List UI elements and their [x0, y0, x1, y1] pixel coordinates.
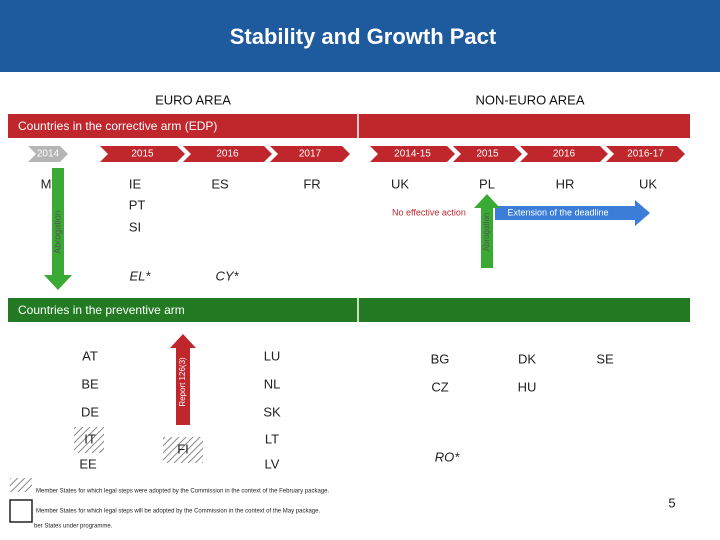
country-code: HR	[556, 176, 575, 191]
fi-hatch	[163, 437, 203, 463]
country-code: LT	[265, 431, 279, 446]
year-arrows: 2014 2015 2016 2017 2014-15 2015 2016 2016-17	[28, 146, 685, 162]
country-code: UK	[639, 176, 657, 191]
extension-arrow	[495, 200, 650, 226]
country-code: HU	[518, 379, 537, 394]
country-code: RO*	[435, 449, 461, 464]
no-effective-action: No effective action	[392, 207, 466, 217]
country-code: SE	[596, 351, 614, 366]
year-chevron	[520, 146, 608, 162]
country-code: EL*	[130, 268, 152, 283]
header-band	[0, 0, 720, 72]
legend-text: Member States for which legal steps will…	[36, 509, 320, 515]
year-label: 2016-17	[627, 149, 664, 160]
title: Stability and Growth Pact	[230, 24, 497, 49]
euro-area: EURO AREA	[155, 92, 231, 107]
legend-box	[9, 499, 33, 523]
country-code: FI	[177, 441, 189, 456]
year-label: 2014	[37, 149, 60, 160]
legend-hatch	[10, 478, 32, 492]
abrogation-arrow	[44, 168, 72, 290]
country-code: IE	[129, 176, 142, 191]
preventive-title: Countries in the preventive arm	[18, 303, 185, 317]
country-code: NL	[264, 376, 281, 391]
country-code: SI	[129, 219, 141, 234]
country-code: SK	[263, 404, 281, 419]
year-chevron	[370, 146, 455, 162]
country-code: LV	[265, 456, 280, 471]
country-code: LU	[264, 348, 281, 363]
report-label: Report 126(3)	[178, 357, 187, 407]
country-code: IT	[84, 431, 96, 446]
abrogation-label-2: Abrogation	[482, 213, 491, 252]
country-code: DE	[81, 404, 99, 419]
corrective-title: Countries in the corrective arm (EDP)	[18, 119, 217, 133]
country-code: AT	[82, 348, 98, 363]
country-code: FR	[303, 176, 320, 191]
year-label: 2016	[216, 149, 239, 160]
country-code: BE	[81, 376, 99, 391]
year-chevron	[270, 146, 350, 162]
corrective-bar	[8, 114, 690, 138]
country-code: UK	[391, 176, 409, 191]
year-label: 2015	[131, 149, 154, 160]
year-label: 2017	[299, 149, 322, 160]
year-chevron	[100, 146, 185, 162]
year-chevron	[28, 146, 68, 162]
extension-label: Extension of the deadline	[507, 207, 608, 217]
country-code: EE	[79, 456, 97, 471]
year-chevron	[453, 146, 522, 162]
country-code: CY*	[215, 268, 239, 283]
year-label: 2015	[476, 149, 499, 160]
country-code: BG	[431, 351, 450, 366]
country-code: PL	[479, 176, 495, 191]
it-hatch	[74, 427, 104, 453]
country-code: DK	[518, 351, 536, 366]
year-chevron	[183, 146, 272, 162]
preventive-bar	[8, 298, 690, 322]
report-arrow	[170, 334, 196, 425]
non-euro-area: NON-EURO AREA	[475, 92, 584, 107]
page-number: 5	[668, 495, 675, 510]
abrogation-label: Abrogation	[52, 210, 62, 254]
preventive-countries: AT BE DE IT EE FI LU NL SK LT LV BG DK SE CZ HU RO*	[79, 348, 614, 471]
country-code: PT	[129, 197, 146, 212]
legend-text: Member States for which legal steps were…	[36, 489, 329, 495]
year-chevron	[606, 146, 685, 162]
year-label: 2016	[553, 149, 576, 160]
year-label: 2014-15	[394, 149, 431, 160]
legend-text: ber States under programme.	[34, 524, 113, 530]
country-code: CZ	[431, 379, 448, 394]
country-code: ES	[211, 176, 229, 191]
abrogation-arrow-2	[474, 194, 500, 268]
